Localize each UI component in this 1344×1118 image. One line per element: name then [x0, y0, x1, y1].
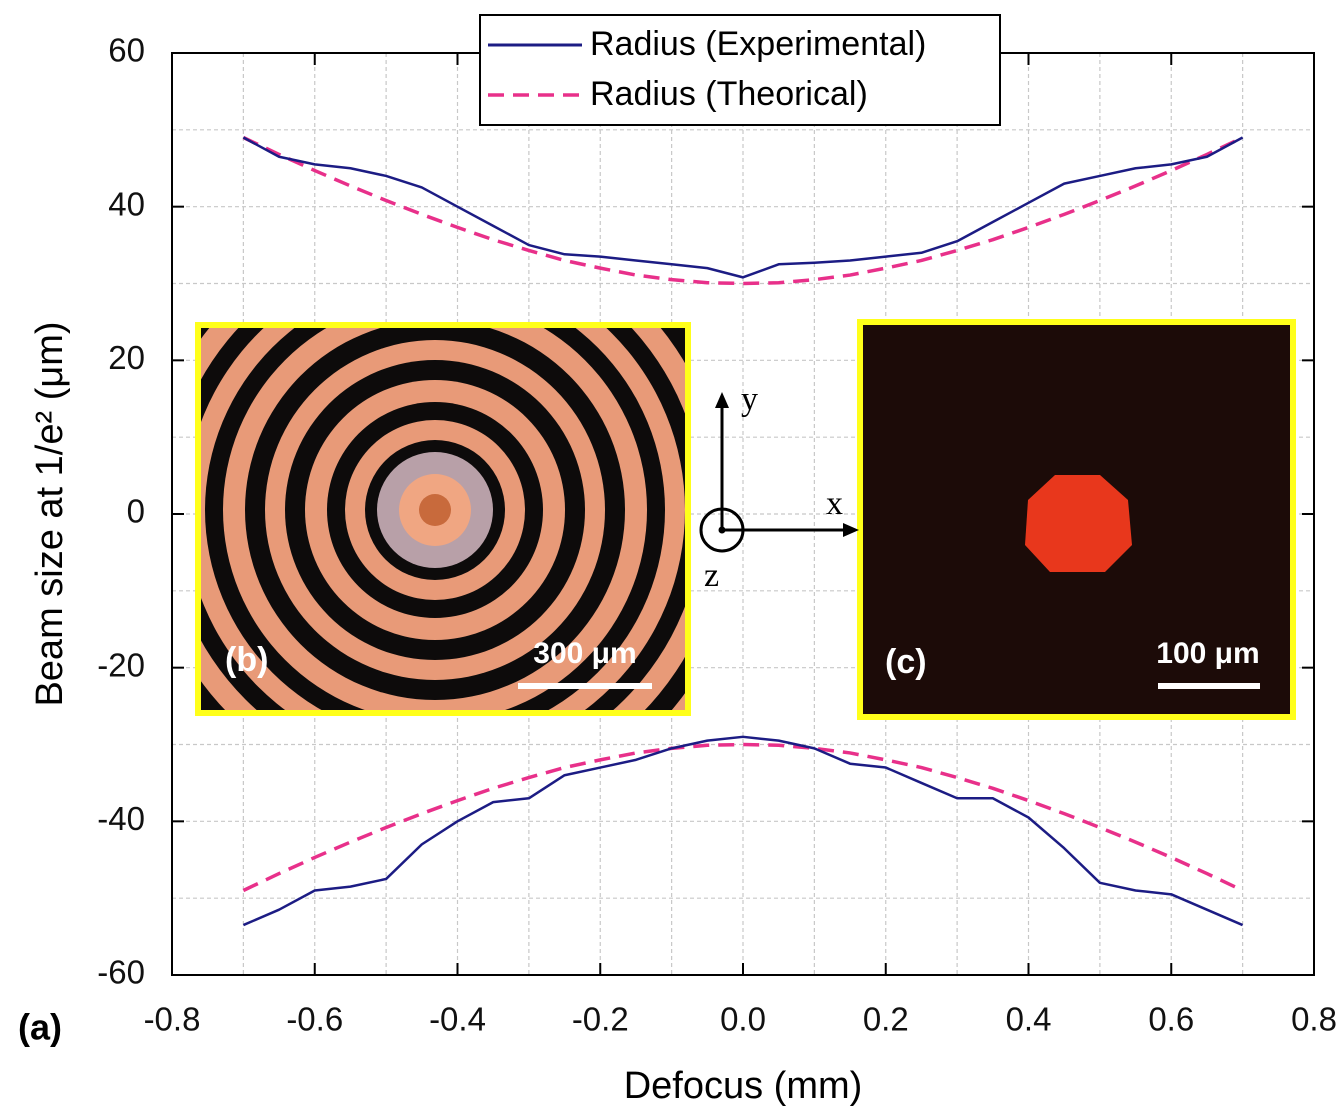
y-axis-title: Beam size at 1/e² (μm) — [29, 321, 71, 706]
y-tick-label: -60 — [97, 954, 145, 991]
inset-c: (c) 100 μm — [857, 319, 1296, 720]
x-tick-label: 0.4 — [1006, 1001, 1052, 1038]
x-tick-label: -0.6 — [286, 1001, 343, 1038]
inset-label: (c) — [885, 643, 927, 681]
y-tick-label: 20 — [108, 339, 145, 376]
y-tick-label: -20 — [97, 646, 145, 683]
x-tick-label: -0.2 — [572, 1001, 629, 1038]
axes-icon — [699, 392, 859, 553]
ring — [419, 494, 451, 526]
series-line — [242, 135, 1244, 286]
x-tick-label: 0.0 — [720, 1001, 766, 1038]
inset-label: (b) — [225, 641, 268, 679]
axis-icon-label: z — [704, 557, 719, 594]
y-tick-label: -40 — [97, 800, 145, 837]
y-tick-label: 0 — [127, 493, 145, 530]
panel-label: (a) — [18, 1007, 62, 1048]
series-line — [242, 136, 1244, 279]
x-tick-label: 0.6 — [1148, 1001, 1194, 1038]
axis-icon-label: y — [741, 381, 758, 418]
axis-icon-label: x — [826, 485, 843, 522]
y-tick-label: 60 — [108, 32, 145, 69]
y-tick-label: 40 — [108, 185, 145, 222]
x-tick-label: 0.2 — [863, 1001, 909, 1038]
scale-label: 100 μm — [1156, 637, 1259, 670]
legend-items: Radius (Experimental) Radius (Theorical) — [488, 25, 926, 113]
inset-b: (b) 300 μm — [195, 322, 691, 716]
legend — [479, 14, 1001, 126]
series-line — [242, 742, 1244, 893]
x-tick-label: -0.4 — [429, 1001, 486, 1038]
scale-label: 300 μm — [533, 637, 636, 670]
x-axis-title: Defocus (mm) — [624, 1065, 863, 1107]
legend-label: Radius (Theorical) — [590, 75, 868, 113]
x-tick-label: -0.8 — [144, 1001, 201, 1038]
legend-label: Radius (Experimental) — [590, 25, 926, 63]
x-tick-label: 0.8 — [1291, 1001, 1337, 1038]
series-line — [242, 735, 1244, 927]
